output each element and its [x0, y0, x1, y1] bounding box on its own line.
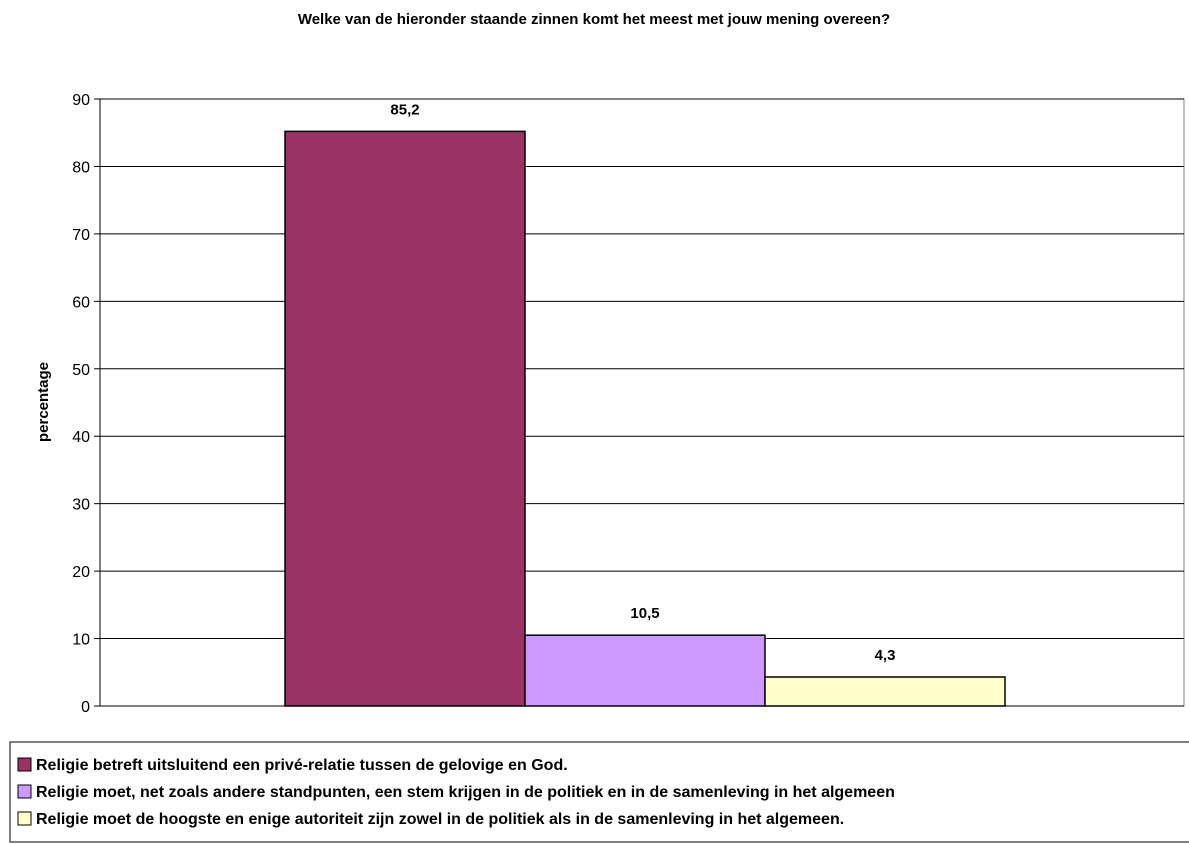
y-tick-label: 30 [72, 497, 90, 514]
y-tick-label: 60 [72, 294, 90, 311]
legend: Religie betreft uitsluitend een privé-re… [9, 741, 1189, 843]
y-tick-label: 50 [72, 362, 90, 379]
y-axis-title: percentage [35, 362, 52, 442]
legend-label-1: Religie betreft uitsluitend een privé-re… [36, 757, 568, 774]
chart-title: Welke van de hieronder staande zinnen ko… [298, 11, 890, 28]
y-tick-label: 70 [72, 227, 90, 244]
y-tick-label: 80 [72, 159, 90, 176]
data-label-2: 10,5 [630, 605, 659, 622]
data-label-1: 85,2 [390, 101, 419, 118]
data-labels: 85,2 10,5 4,3 [390, 101, 895, 664]
bars [284, 130, 1006, 707]
legend-label-3: Religie moet de hoogste en enige autorit… [36, 811, 844, 828]
y-tick-label: 90 [72, 92, 90, 109]
legend-box [9, 741, 1189, 843]
y-tick-label: 0 [81, 699, 90, 716]
gridlines [100, 98, 1184, 640]
legend-swatch-3 [17, 811, 32, 826]
y-tick-label: 20 [72, 564, 90, 581]
plot-area [99, 98, 1185, 707]
bar-3 [764, 676, 1006, 707]
legend-label-2: Religie moet, net zoals andere standpunt… [36, 784, 895, 801]
legend-swatch-1 [17, 757, 32, 772]
y-axis-ticks: 0 10 20 30 40 50 60 70 80 90 [72, 92, 100, 716]
y-tick-label: 40 [72, 429, 90, 446]
legend-swatch-2 [17, 784, 32, 799]
data-label-3: 4,3 [875, 647, 896, 664]
bar-2 [524, 634, 766, 707]
bar-1 [284, 130, 526, 707]
y-tick-label: 10 [72, 632, 90, 649]
